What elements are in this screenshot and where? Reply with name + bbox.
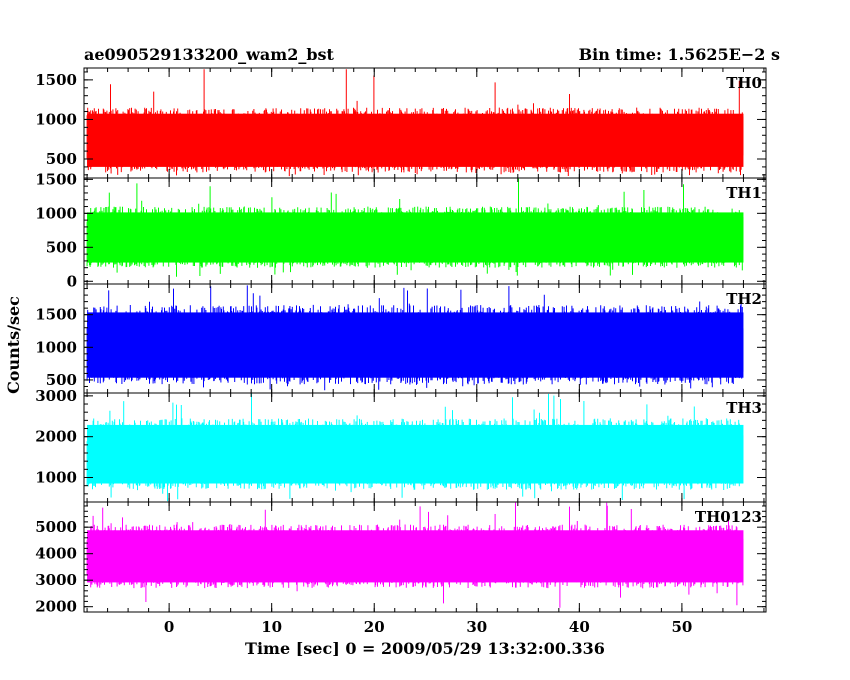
panel-th2: 500 1000 1500 TH2 [35, 283, 767, 394]
series-core-th0123 [87, 530, 744, 583]
panel-label-th0123: TH0123 [695, 508, 762, 526]
y-tick-label: 3000 [35, 387, 77, 405]
panel-label-th3: TH3 [726, 399, 762, 417]
x-axis: 0 10 20 30 40 50 [164, 618, 692, 636]
y-axis-title: Counts/sec [4, 296, 23, 394]
x-tick-label: 50 [671, 618, 692, 636]
y-tick-label: 5000 [35, 518, 77, 536]
x-tick-label: 30 [466, 618, 487, 636]
y-tick-label: 1000 [35, 338, 77, 356]
panel-frame [83, 501, 767, 613]
x-tick-label: 0 [164, 618, 174, 636]
series-core-th0 [87, 113, 744, 167]
y-tick-label: 1500 [35, 306, 77, 324]
panel-label-th0: TH0 [726, 74, 762, 92]
panel-th1: 0 500 1000 1500 TH1 [35, 170, 767, 290]
y-tick-label: 1000 [35, 204, 77, 222]
panel-label-th2: TH2 [726, 290, 762, 308]
panel-th0: 500 1000 1500 TH0 [35, 67, 767, 179]
panel-label-th1: TH1 [726, 184, 762, 202]
series-core-th1 [87, 212, 744, 263]
y-tick-label: 2000 [35, 598, 77, 616]
chart-title: ae090529133200_wam2_bst [84, 45, 335, 64]
series-core-th3 [87, 424, 744, 484]
y-tick-label: 4000 [35, 545, 77, 563]
y-tick-label: 500 [46, 371, 77, 389]
y-tick-label: 1000 [35, 110, 77, 128]
panels-group: 500 1000 1500 TH0 0 500 1000 1500 TH1 500 1000 1500… [35, 67, 767, 616]
series-core-th2 [87, 312, 744, 378]
panel-th3: 1000 2000 3000 TH3 [35, 387, 767, 503]
y-tick-label: 0 [67, 272, 77, 290]
panel-th0123: 2000 3000 4000 5000 TH0123 [35, 501, 767, 616]
y-tick-label: 1500 [35, 170, 77, 188]
y-tick-label: 3000 [35, 571, 77, 589]
x-tick-label: 40 [569, 618, 590, 636]
y-tick-label: 2000 [35, 428, 77, 446]
y-tick-label: 1000 [35, 469, 77, 487]
bin-time-label: Bin time: 1.5625E−2 s [579, 45, 780, 64]
x-tick-label: 20 [364, 618, 385, 636]
y-tick-label: 500 [46, 238, 77, 256]
y-tick-label: 500 [46, 150, 77, 168]
y-tick-label: 1500 [35, 71, 77, 89]
x-axis-title: Time [sec] 0 = 2009/05/29 13:32:00.336 [245, 639, 605, 658]
x-tick-label: 10 [261, 618, 282, 636]
